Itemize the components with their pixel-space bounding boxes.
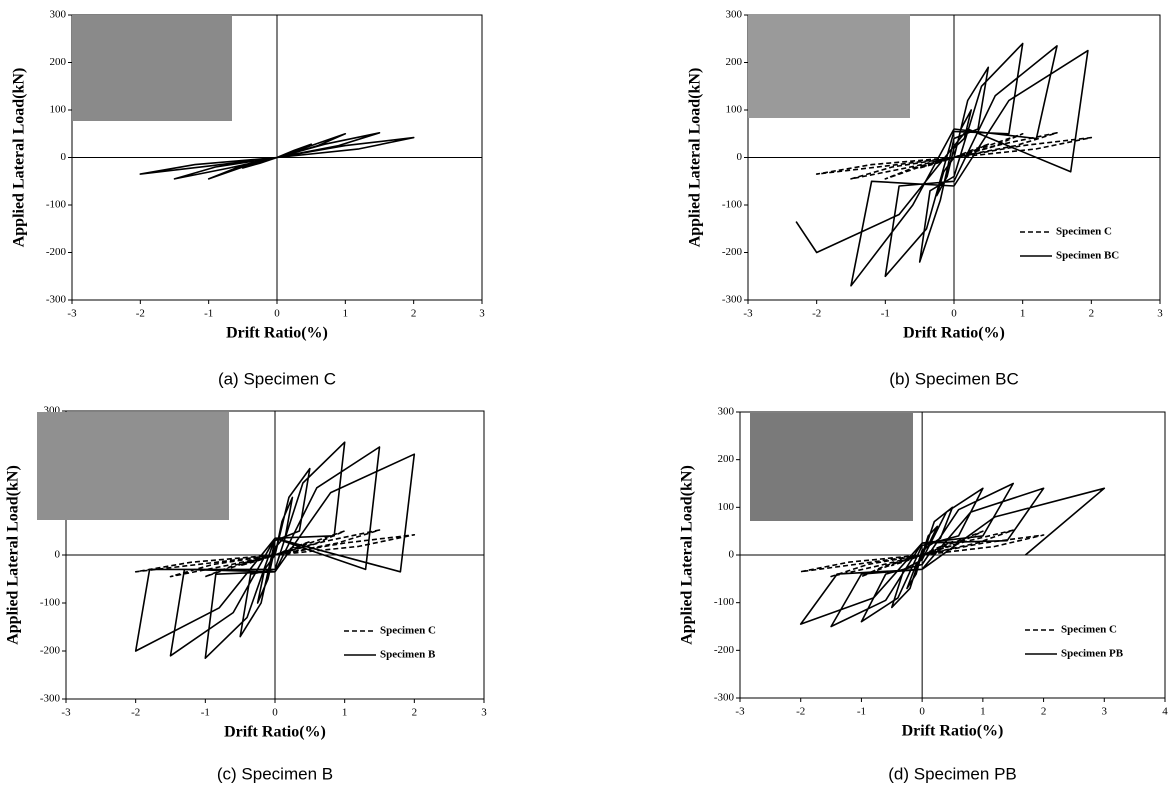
y-tick-label: 300 — [726, 9, 743, 21]
x-tick-label: 4 — [1162, 706, 1168, 718]
y-tick-label: -200 — [46, 246, 67, 258]
y-tick-label: -100 — [714, 596, 735, 608]
x-axis-label: Drift Ratio(%) — [902, 723, 1004, 740]
x-tick-label: 2 — [1089, 308, 1095, 320]
hysteresis-curve — [799, 482, 1106, 628]
x-tick-label: 1 — [1020, 308, 1026, 320]
y-tick-label: -100 — [46, 199, 67, 211]
y-tick-label: 300 — [50, 9, 67, 21]
y-tick-label: -300 — [714, 692, 735, 704]
y-tick-label: 200 — [718, 453, 735, 465]
x-tick-label: 2 — [412, 707, 418, 719]
x-axis-label: Drift Ratio(%) — [903, 325, 1005, 342]
photo-inset — [748, 14, 910, 118]
y-axis-label: Applied Lateral Load(kN) — [5, 465, 22, 645]
x-tick-label: 3 — [481, 707, 487, 719]
chart-caption: (a) Specimen C — [218, 369, 336, 388]
chart-caption: (b) Specimen BC — [889, 369, 1018, 388]
x-tick-label: 0 — [274, 308, 280, 320]
x-tick-label: 3 — [479, 308, 485, 320]
legend-label: Specimen C — [380, 625, 436, 637]
photo-inset — [750, 413, 913, 521]
y-tick-label: 100 — [718, 501, 735, 513]
x-tick-label: -1 — [204, 308, 213, 320]
y-tick-label: 200 — [726, 56, 743, 68]
photo-inset — [72, 15, 232, 121]
x-tick-label: 1 — [980, 706, 986, 718]
x-tick-label: -3 — [61, 707, 71, 719]
y-tick-label: -200 — [722, 246, 743, 258]
x-tick-label: 0 — [951, 308, 957, 320]
x-tick-label: 3 — [1157, 308, 1163, 320]
x-tick-label: -1 — [881, 308, 890, 320]
x-tick-label: 1 — [342, 707, 348, 719]
x-axis-label: Drift Ratio(%) — [224, 724, 326, 741]
y-axis-label: Applied Lateral Load(kN) — [11, 68, 28, 248]
legend-label: Specimen BC — [1056, 250, 1119, 262]
x-tick-label: -1 — [201, 707, 210, 719]
x-axis-label: Drift Ratio(%) — [226, 325, 328, 342]
x-tick-label: -2 — [131, 707, 140, 719]
x-tick-label: 3 — [1102, 706, 1108, 718]
y-tick-label: -300 — [722, 294, 743, 306]
y-tick-label: 0 — [61, 151, 67, 163]
x-tick-label: -2 — [136, 308, 145, 320]
y-tick-label: 100 — [50, 104, 67, 116]
y-tick-label: 100 — [726, 104, 743, 116]
x-tick-label: -3 — [743, 308, 753, 320]
y-tick-label: 0 — [55, 549, 61, 561]
y-axis-label: Applied Lateral Load(kN) — [687, 68, 704, 248]
x-tick-label: 0 — [272, 707, 278, 719]
x-tick-label: 0 — [919, 706, 925, 718]
x-tick-label: -2 — [812, 308, 821, 320]
legend-label: Specimen C — [1056, 226, 1112, 238]
y-tick-label: 0 — [729, 549, 735, 561]
photo-inset — [37, 412, 229, 520]
x-tick-label: 2 — [411, 308, 417, 320]
y-tick-label: -100 — [40, 597, 61, 609]
x-tick-label: 2 — [1041, 706, 1047, 718]
x-tick-label: 1 — [343, 308, 349, 320]
chart-caption: (d) Specimen PB — [888, 764, 1017, 783]
y-tick-label: 0 — [737, 151, 743, 163]
chart-caption: (c) Specimen B — [217, 764, 333, 783]
y-tick-label: -200 — [714, 644, 735, 656]
x-tick-label: -3 — [67, 308, 77, 320]
legend-label: Specimen PB — [1061, 648, 1124, 660]
x-tick-label: -2 — [796, 706, 805, 718]
y-tick-label: -300 — [40, 693, 61, 705]
x-tick-label: -3 — [735, 706, 745, 718]
y-tick-label: -200 — [40, 645, 61, 657]
y-tick-label: -300 — [46, 294, 67, 306]
x-tick-label: -1 — [857, 706, 866, 718]
hysteresis-curve — [139, 132, 415, 180]
y-tick-label: -100 — [722, 199, 743, 211]
hysteresis-curve — [795, 42, 1089, 287]
y-axis-label: Applied Lateral Load(kN) — [679, 465, 696, 645]
y-tick-label: 200 — [50, 56, 67, 68]
y-tick-label: 300 — [718, 406, 735, 418]
legend-label: Specimen B — [380, 649, 436, 661]
hysteresis-curve — [134, 441, 416, 659]
legend-label: Specimen C — [1061, 624, 1117, 636]
